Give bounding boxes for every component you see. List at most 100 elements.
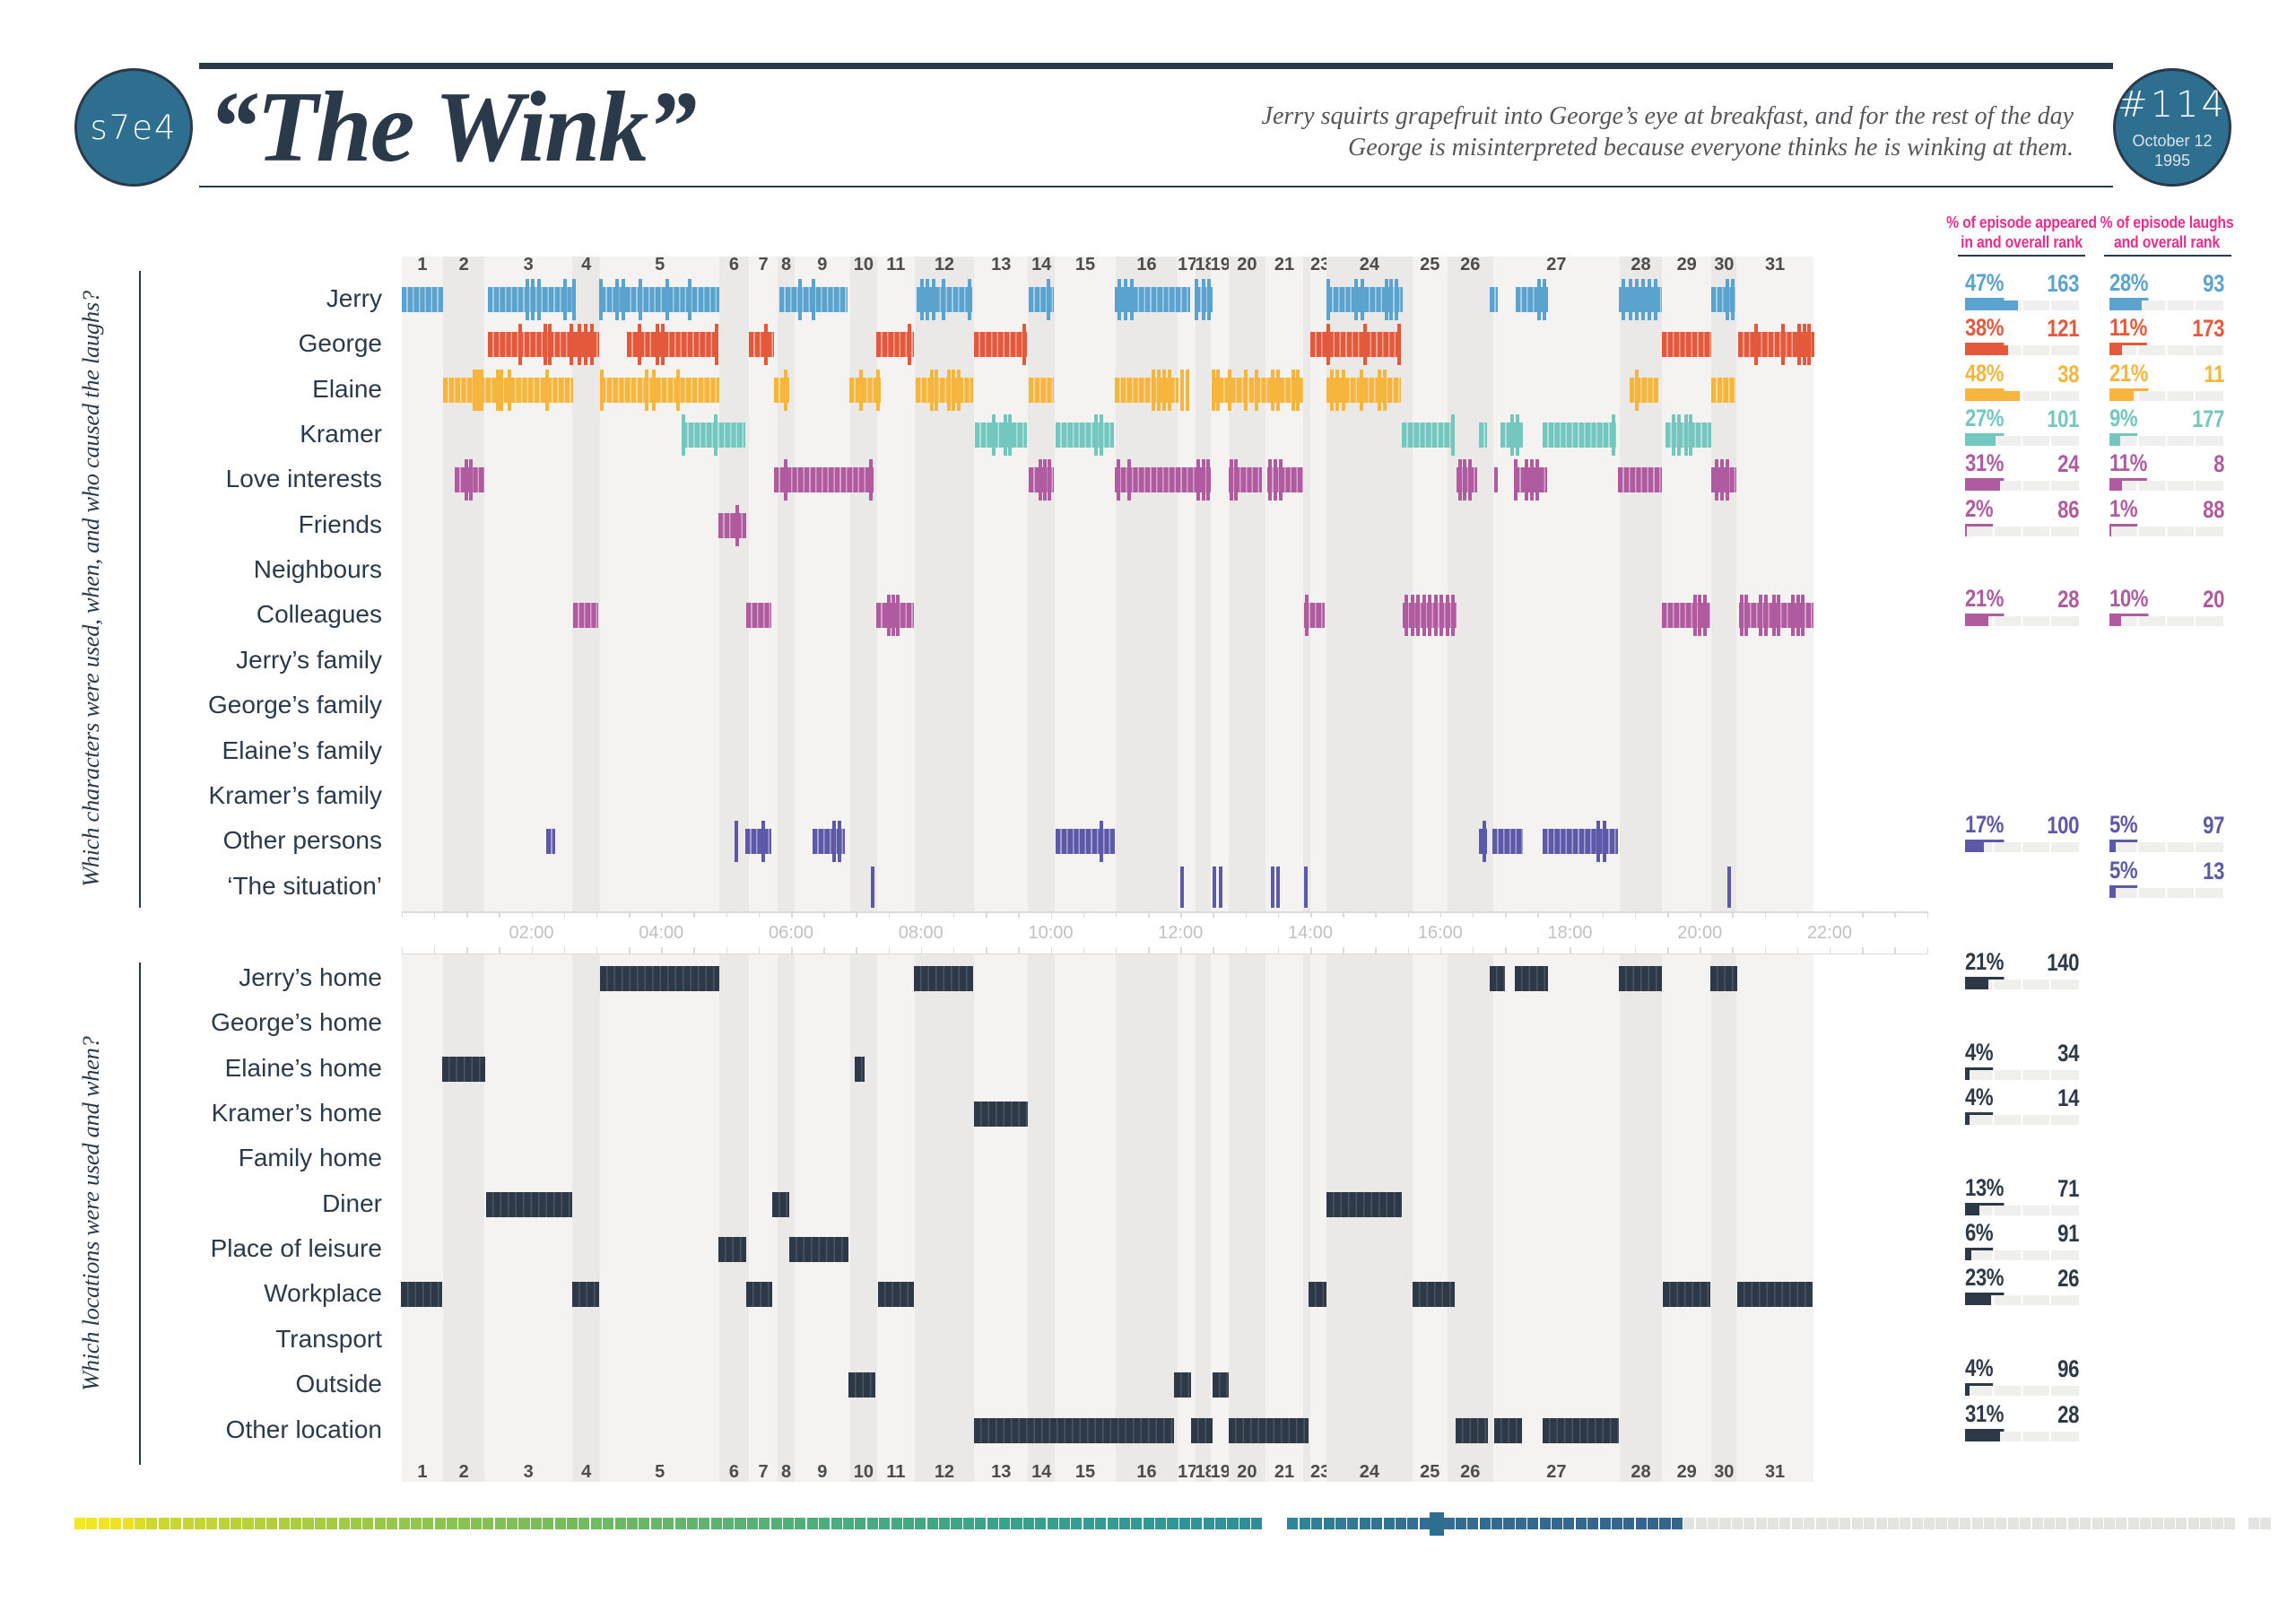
laugh-mark [495, 369, 500, 411]
episode-square [1058, 1518, 1071, 1529]
location-presence-bar [486, 1191, 572, 1217]
laugh-mark [1123, 279, 1128, 320]
episode-square [1648, 1518, 1659, 1529]
scene-number-top: 10 [853, 255, 874, 274]
laugh-mark [1410, 595, 1415, 637]
scene-number-bottom: 10 [853, 1462, 874, 1482]
laugh-mark [1156, 369, 1161, 411]
laugh-mark [479, 369, 484, 411]
laugh-mark [1275, 369, 1281, 411]
location-presence-bar [854, 1056, 865, 1082]
time-axis-tick [1083, 946, 1085, 954]
laugh-mark [1796, 324, 1802, 366]
laugh-mark [1536, 279, 1542, 320]
episode-square [1683, 1518, 1695, 1529]
time-axis-tick [758, 946, 761, 954]
episode-square [795, 1518, 806, 1529]
episode-square [2187, 1518, 2199, 1529]
location-presence-bar [848, 1372, 875, 1398]
scene-number-bottom: 21 [1274, 1462, 1295, 1482]
scene-number-bottom: 30 [1714, 1462, 1735, 1482]
episode-square [902, 1518, 914, 1529]
time-axis-tick [1926, 911, 1929, 918]
stat-percent-bar [1964, 300, 2019, 310]
episode-square [266, 1518, 278, 1529]
laugh-mark [1185, 369, 1190, 411]
scene-number-top: 16 [1136, 255, 1157, 274]
episode-number-badge: #114 October 12 1995 [2113, 68, 2231, 187]
stat-percent-bar [2109, 481, 2123, 492]
episode-square [1383, 1518, 1395, 1529]
stat-track [2109, 616, 2224, 627]
time-axis-tick [1213, 911, 1214, 918]
laugh-mark [1129, 279, 1135, 320]
episode-square [723, 1518, 735, 1529]
character-presence-bar [1310, 332, 1401, 358]
scene-band-locations [794, 954, 850, 1482]
episode-square [2200, 1518, 2212, 1529]
stat-rank-label: 121 [2047, 315, 2079, 343]
laugh-mark [1509, 414, 1515, 457]
episode-square [2056, 1518, 2067, 1529]
time-axis-tick [726, 911, 728, 918]
laugh-mark [1445, 595, 1450, 637]
scene-number-bottom: 2 [458, 1462, 469, 1482]
section-characters-title: Which characters were used, when, and wh… [77, 291, 104, 888]
episode-square [1587, 1518, 1599, 1529]
episode-square [674, 1518, 686, 1529]
episode-square [1215, 1518, 1227, 1529]
episode-square [1563, 1518, 1575, 1529]
scene-number-bottom: 12 [934, 1462, 955, 1482]
character-row-label: Elaine [312, 374, 382, 403]
stat-track [1964, 526, 2079, 536]
stats-column-2-underline [2104, 255, 2231, 257]
episode-square [686, 1518, 698, 1529]
time-axis-top-line [401, 911, 1927, 913]
laugh-mark [1725, 459, 1730, 501]
laugh-mark [675, 369, 681, 411]
laugh-mark [1653, 279, 1658, 320]
time-axis-tick [1634, 946, 1637, 954]
episode-square [218, 1518, 230, 1529]
laugh-mark [1806, 324, 1812, 366]
stat-percent-label: 4% [1964, 1356, 1993, 1387]
episode-square [1744, 1518, 1755, 1529]
laugh-mark [1515, 414, 1520, 457]
character-row-label: Kramer’s family [208, 780, 382, 809]
laugh-mark [1758, 595, 1763, 637]
episode-square [1515, 1518, 1526, 1529]
time-axis-tick [952, 946, 955, 954]
scene-number-top: 31 [1764, 255, 1786, 274]
stat-track [1964, 980, 2079, 989]
laugh-mark [1179, 369, 1185, 411]
time-axis-tick [1602, 911, 1605, 918]
time-axis-tick [1310, 911, 1312, 918]
stat-rank-label: 88 [2202, 495, 2224, 523]
laugh-mark [1099, 821, 1104, 863]
air-date-line2: 1995 [2153, 152, 2191, 170]
scene-band-locations [1310, 954, 1326, 1482]
time-axis-tick [1050, 946, 1053, 954]
episode-square [1239, 1518, 1250, 1529]
stat-rank-label: 86 [2057, 495, 2079, 523]
scene-band-characters [1736, 257, 1813, 911]
episode-square [578, 1518, 590, 1529]
episode-square [1203, 1518, 1214, 1529]
laugh-mark [951, 369, 956, 411]
stat-percent-label: 31% [1964, 451, 2004, 482]
time-axis-tick [401, 946, 404, 954]
episode-square [879, 1518, 891, 1529]
scene-number-top: 20 [1237, 255, 1257, 274]
stat-track [1964, 481, 2079, 492]
time-axis-tick [1472, 946, 1474, 954]
episode-square [1131, 1518, 1143, 1529]
scene-number-top: 27 [1546, 255, 1567, 274]
laugh-mark [1529, 459, 1535, 501]
episode-square [1455, 1518, 1466, 1529]
episode-square [387, 1518, 398, 1529]
episode-square [1731, 1518, 1743, 1529]
laugh-mark [655, 324, 660, 366]
episode-square [2152, 1518, 2163, 1529]
stat-percent-bar [2109, 390, 2135, 401]
header-rule-thin [199, 186, 2113, 187]
